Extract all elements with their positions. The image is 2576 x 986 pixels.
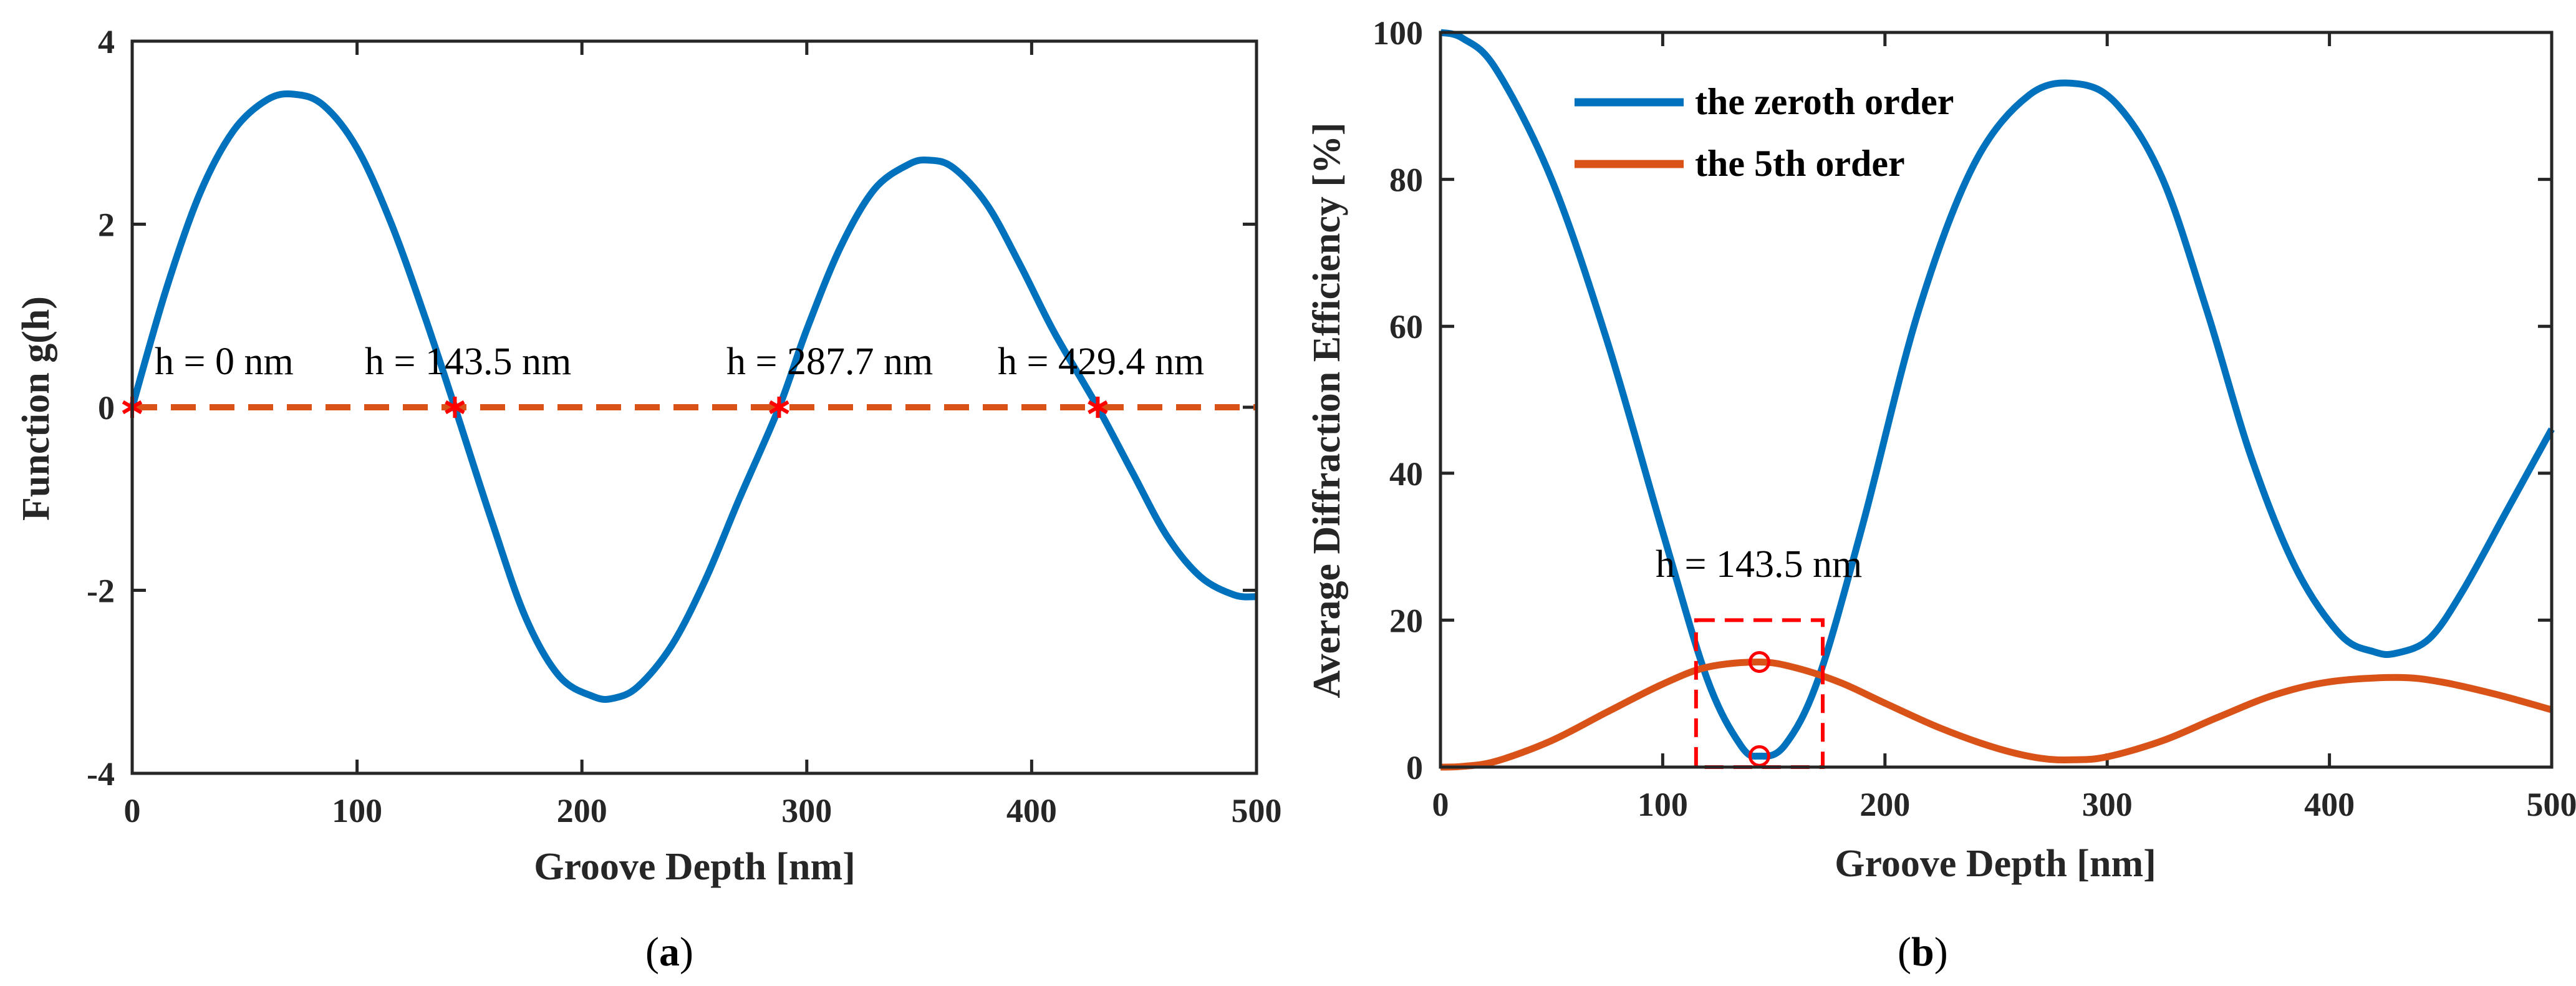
chart-a-panel-label: (a) — [645, 929, 693, 975]
b-xtick-label: 500 — [2527, 786, 2576, 823]
b-circle-marker-1 — [1748, 745, 1770, 767]
panel-a-letter: a — [659, 929, 680, 975]
b-xtick-label: 300 — [2082, 786, 2133, 823]
b-highlight-box — [1694, 618, 1825, 770]
b-ytick-label: 0 — [1406, 749, 1423, 786]
chart-b-ylabel: Average Diffraction Efficiency [%] — [1306, 122, 1348, 698]
legend-label-zeroth: the zeroth order — [1695, 81, 1954, 122]
chart-a-tick-labels: 0 100 200 300 400 500 -4 -2 0 2 4 — [87, 23, 1281, 829]
chart-a: 0 100 200 300 400 500 -4 -2 0 2 4 h = 0 nm h = 143… — [15, 23, 1282, 975]
b-ytick-label: 60 — [1389, 308, 1423, 346]
chart-a-ylabel: Function g(h) — [15, 296, 57, 521]
a-xtick-label: 100 — [332, 792, 382, 829]
a-ytick-label: -4 — [87, 755, 115, 793]
a-star-stroke — [769, 400, 789, 415]
b-series-0 — [1439, 29, 2555, 760]
panel-a-close-paren: ) — [680, 929, 693, 975]
a-ytick-label: 4 — [98, 23, 115, 60]
a-star-marker-2 — [769, 397, 789, 418]
b-xtick-label: 200 — [1860, 786, 1910, 823]
b-xtick-label: 100 — [1638, 786, 1688, 823]
chart-b-annot: h = 143.5 nm — [1656, 543, 1862, 586]
chart-b-axes-frame — [1439, 31, 2554, 769]
chart-a-annot-2: h = 287.7 nm — [726, 341, 933, 383]
panel-b-letter: b — [1911, 929, 1934, 975]
b-ytick-label: 20 — [1389, 602, 1423, 639]
a-star-stroke — [445, 400, 465, 415]
b-xtick-label: 400 — [2304, 786, 2355, 823]
chart-a-annot-1: h = 143.5 nm — [365, 341, 571, 383]
legend-label-fifth: the 5th order — [1695, 143, 1905, 184]
a-star-stroke — [1088, 400, 1108, 415]
chart-b-legend: the zeroth order the 5th order — [1575, 81, 1954, 184]
a-series-0 — [128, 90, 1257, 703]
b-circle-marker-0 — [1748, 651, 1770, 674]
b-xtick-label: 0 — [1432, 786, 1449, 823]
panel-b-close-paren: ) — [1934, 929, 1948, 975]
a-ytick-label: 0 — [98, 389, 115, 427]
a-xtick-label: 400 — [1006, 792, 1057, 829]
chart-b-tick-labels: 0 100 200 300 400 500 0 20 40 60 80 100 — [1372, 14, 2576, 823]
chart-b-panel-label: (b) — [1898, 929, 1948, 975]
chart-b-markers — [1694, 618, 1825, 770]
b-series-1 — [1440, 659, 2553, 771]
a-ytick-label: -2 — [87, 573, 115, 610]
chart-b-xlabel: Groove Depth [nm] — [1835, 843, 2156, 885]
panel-a-open-paren: ( — [645, 929, 659, 975]
chart-a-xlabel: Groove Depth [nm] — [534, 846, 855, 888]
a-star-marker-1 — [445, 397, 465, 418]
a-xtick-label: 300 — [781, 792, 832, 829]
b-ytick-label: 100 — [1372, 14, 1423, 52]
a-star-marker-3 — [1088, 397, 1108, 418]
a-ytick-label: 2 — [98, 206, 115, 244]
chart-b: 0 100 200 300 400 500 0 20 40 60 80 100 the zeroth … — [1306, 14, 2576, 975]
b-ytick-label: 80 — [1389, 162, 1423, 199]
b-ytick-label: 40 — [1389, 455, 1423, 493]
chart-b-series — [1439, 29, 2555, 771]
chart-a-annot-3: h = 429.4 nm — [998, 341, 1204, 383]
a-xtick-label: 200 — [557, 792, 607, 829]
a-xtick-label: 500 — [1232, 792, 1282, 829]
chart-a-axes-frame — [130, 39, 1258, 775]
panel-b-open-paren: ( — [1898, 929, 1911, 975]
chart-a-series — [128, 90, 1257, 703]
a-xtick-label: 0 — [124, 792, 141, 829]
chart-a-annot-0: h = 0 nm — [155, 341, 294, 383]
